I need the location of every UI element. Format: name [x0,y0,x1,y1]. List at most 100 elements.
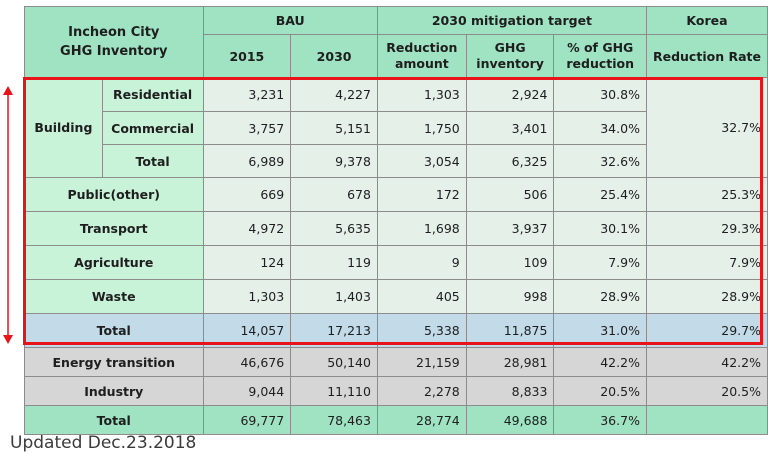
cell: 172 [376,177,467,212]
row-label: Public(other) [24,177,204,212]
table-row: Transport 4,972 5,635 1,698 3,937 30.1% … [24,211,768,246]
cell: 36.7% [553,405,647,435]
cell: 119 [290,245,378,280]
cell: 17,213 [290,313,378,348]
cell: 4,227 [290,77,378,112]
row-label: Waste [24,279,204,314]
cell: 28,774 [376,405,467,435]
cell: 3,757 [202,111,292,145]
cell: 69,777 [202,405,292,435]
cell: 9,378 [290,144,378,178]
row-label: Agriculture [24,245,204,280]
cell: 1,303 [202,279,292,314]
cell: 124 [202,245,292,280]
title-line-2: GHG Inventory [60,44,168,59]
table-row: Energy transition 46,676 50,140 21,159 2… [24,347,768,377]
cell: 669 [202,177,292,212]
cell: 11,110 [290,376,378,406]
cell: 6,989 [202,144,292,178]
cell: 42.2% [553,347,647,377]
cell: 1,303 [376,77,467,112]
col-2015-header: 2015 [202,34,292,78]
cell: 3,231 [202,77,292,112]
cell: 42.2% [645,347,768,377]
cell: 6,325 [465,144,555,178]
cell: 3,054 [376,144,467,178]
cell: 3,937 [465,211,555,246]
cell: 678 [290,177,378,212]
cell: 31.0% [553,313,647,348]
cell: 1,403 [290,279,378,314]
cell: 998 [465,279,555,314]
cell: 28.9% [553,279,647,314]
row-label: Transport [24,211,204,246]
bau-header: BAU [202,6,378,35]
cell: 25.4% [553,177,647,212]
cell: 5,635 [290,211,378,246]
cell: 4,972 [202,211,292,246]
building-korea-rate: 32.7% [645,77,768,178]
cell: 109 [465,245,555,280]
cell [645,405,768,435]
cell: 7.9% [645,245,768,280]
cell: 5,338 [376,313,467,348]
table-row: Commercial 3,757 5,151 1,750 3,401 34.0% [25,111,768,145]
cell: 506 [465,177,555,212]
cell: 46,676 [202,347,292,377]
cell: 9,044 [202,376,292,406]
row-label: Residential [101,77,204,112]
grand-total-row: Total 69,777 78,463 28,774 49,688 36.7% [24,405,768,435]
table-row: Waste 1,303 1,403 405 998 28.9% 28.9% [24,279,768,314]
cell: 405 [376,279,467,314]
cell: 28.9% [645,279,768,314]
korea-header: Korea [645,6,768,35]
cell: 1,750 [376,111,467,145]
cell: 21,159 [376,347,467,377]
cell: 1,698 [376,211,467,246]
row-label: Total [24,405,204,435]
title-line-1: Incheon City [68,25,160,40]
table-row: Total 6,989 9,378 3,054 6,325 32.6% [25,144,768,178]
table-row: Industry 9,044 11,110 2,278 8,833 20.5% … [24,376,768,406]
pct-reduction-header: % of GHG reduction [553,34,647,78]
row-label: Commercial [101,111,204,145]
subtotal-row: Total 14,057 17,213 5,338 11,875 31.0% 2… [24,313,768,348]
cell: 28,981 [465,347,555,377]
cell: 34.0% [553,111,647,145]
ghg-inventory-header: GHG inventory [465,34,555,78]
cell: 9 [376,245,467,280]
cell: 32.6% [553,144,647,178]
row-label: Total [24,313,204,348]
cell: 7.9% [553,245,647,280]
cell: 29.7% [645,313,768,348]
cell: 29.3% [645,211,768,246]
cell: 14,057 [202,313,292,348]
reduction-rate-header: Reduction Rate [645,34,768,78]
cell: 30.1% [553,211,647,246]
cell: 2,924 [465,77,555,112]
cell: 8,833 [465,376,555,406]
cell: 5,151 [290,111,378,145]
building-label: Building [24,77,103,178]
ghg-inventory-table: Incheon City GHG Inventory BAU 2030 miti… [24,6,768,435]
cell: 30.8% [553,77,647,112]
cell: 20.5% [553,376,647,406]
cell: 50,140 [290,347,378,377]
cell: 25.3% [645,177,768,212]
row-label: Industry [24,376,204,406]
cell: 20.5% [645,376,768,406]
cell: 2,278 [376,376,467,406]
cell: 11,875 [465,313,555,348]
col-2030-header: 2030 [290,34,378,78]
table-row: Public(other) 669 678 172 506 25.4% 25.3… [24,177,768,212]
cell: 49,688 [465,405,555,435]
table-row: Building Residential 3,231 4,227 1,303 2… [24,77,768,178]
updated-date: Updated Dec.23.2018 [10,433,197,453]
cell: 78,463 [290,405,378,435]
row-label: Total [101,144,204,178]
cell: 3,401 [465,111,555,145]
table-row: Agriculture 124 119 9 109 7.9% 7.9% [24,245,768,280]
reduction-amount-header: Reduction amount [376,34,467,78]
target-header: 2030 mitigation target [376,6,647,35]
row-label: Energy transition [24,347,204,377]
